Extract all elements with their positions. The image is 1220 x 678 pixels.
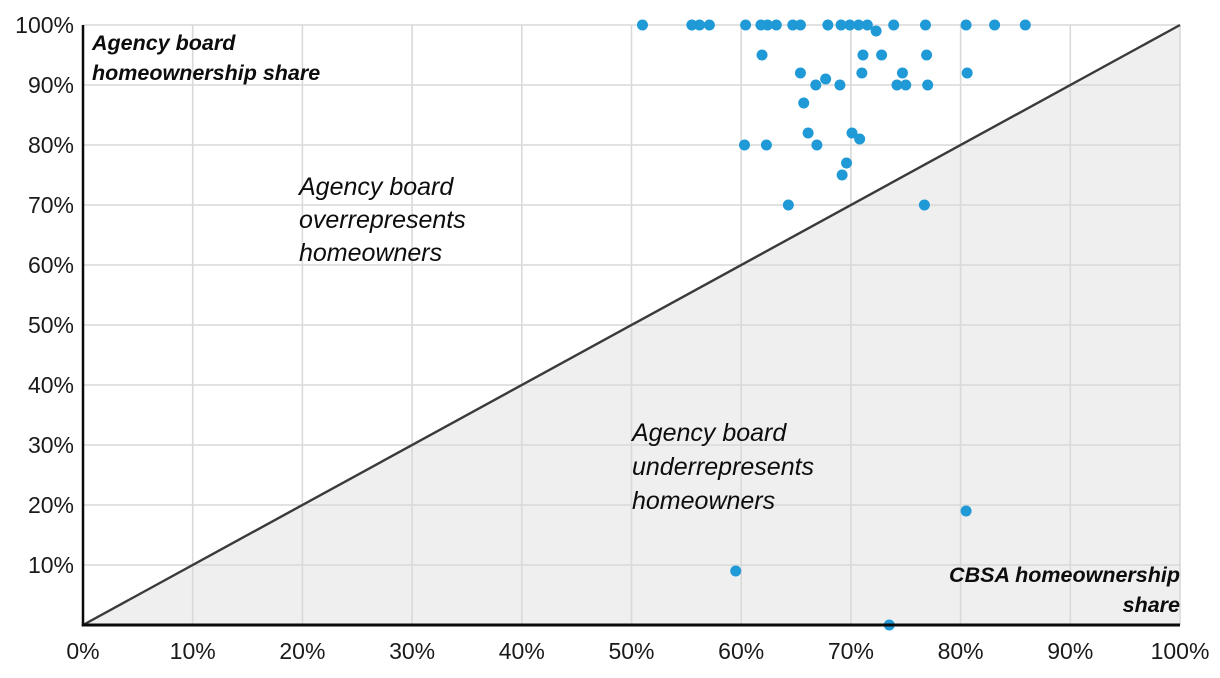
y-tick-label: 20% [27,492,74,518]
data-point [822,19,834,31]
data-point [834,79,846,91]
data-point [918,199,930,211]
data-point [922,79,934,91]
y-tick-label: 60% [27,252,74,278]
data-point [770,19,782,31]
y-tick-label: 90% [27,72,74,98]
y-tick-label: 100% [15,12,74,38]
x-tick-label: 20% [279,638,326,664]
data-point [836,169,848,181]
x-axis-title: CBSA homeownership share [949,563,1180,617]
x-tick-label: 70% [827,638,874,664]
x-tick-label: 80% [937,638,984,664]
data-point [1019,19,1031,31]
data-point [760,139,772,151]
annotation-underrepresents: Agency board underrepresents homeowners [632,419,815,515]
data-point [636,19,648,31]
data-point [861,19,873,31]
y-tick-label: 50% [27,312,74,338]
data-point [703,19,715,31]
data-point [870,25,882,37]
data-point [854,133,866,145]
x-tick-label: 60% [718,638,765,664]
data-point [896,67,908,79]
y-tick-label: 10% [27,552,74,578]
data-point [853,19,865,31]
data-point [798,97,810,109]
x-tick-label: 40% [498,638,545,664]
y-tick-label: 40% [27,372,74,398]
data-point [740,19,752,31]
x-tick-label: 100% [1150,638,1210,664]
data-point [960,505,972,517]
data-point [787,19,799,31]
x-tick-label: 30% [389,638,436,664]
data-point [846,127,858,139]
data-point [888,19,900,31]
data-point [989,19,1001,31]
y-tick-label: 80% [27,132,74,158]
data-point [730,565,742,577]
data-point [756,49,768,61]
data-point [811,139,823,151]
x-tick-label: 50% [608,638,655,664]
data-point [738,139,750,151]
data-point [782,199,794,211]
data-point [919,19,931,31]
data-point [844,19,856,31]
x-tick-label: 90% [1047,638,1094,664]
data-point [856,67,868,79]
data-point [857,49,869,61]
data-point [802,127,814,139]
data-point [794,19,806,31]
data-point [841,157,853,169]
y-tick-label: 70% [27,192,74,218]
x-tick-label: 10% [169,638,216,664]
data-point [810,79,822,91]
data-point [921,49,933,61]
data-point [686,19,698,31]
y-axis-title: Agency board homeownership share [92,31,321,85]
diagonal-reference-line [82,23,1181,627]
data-point [960,19,972,31]
data-point [876,49,888,61]
annotation-overrepresents: Agency board overrepresents homeowners [299,173,466,267]
data-point [794,67,806,79]
data-point [762,19,774,31]
data-point [900,79,912,91]
data-point [820,73,832,85]
data-point [891,79,903,91]
data-point [835,19,847,31]
data-point [694,19,706,31]
x-tick-label: 0% [66,638,100,664]
data-point [961,67,973,79]
y-tick-label: 30% [27,432,74,458]
